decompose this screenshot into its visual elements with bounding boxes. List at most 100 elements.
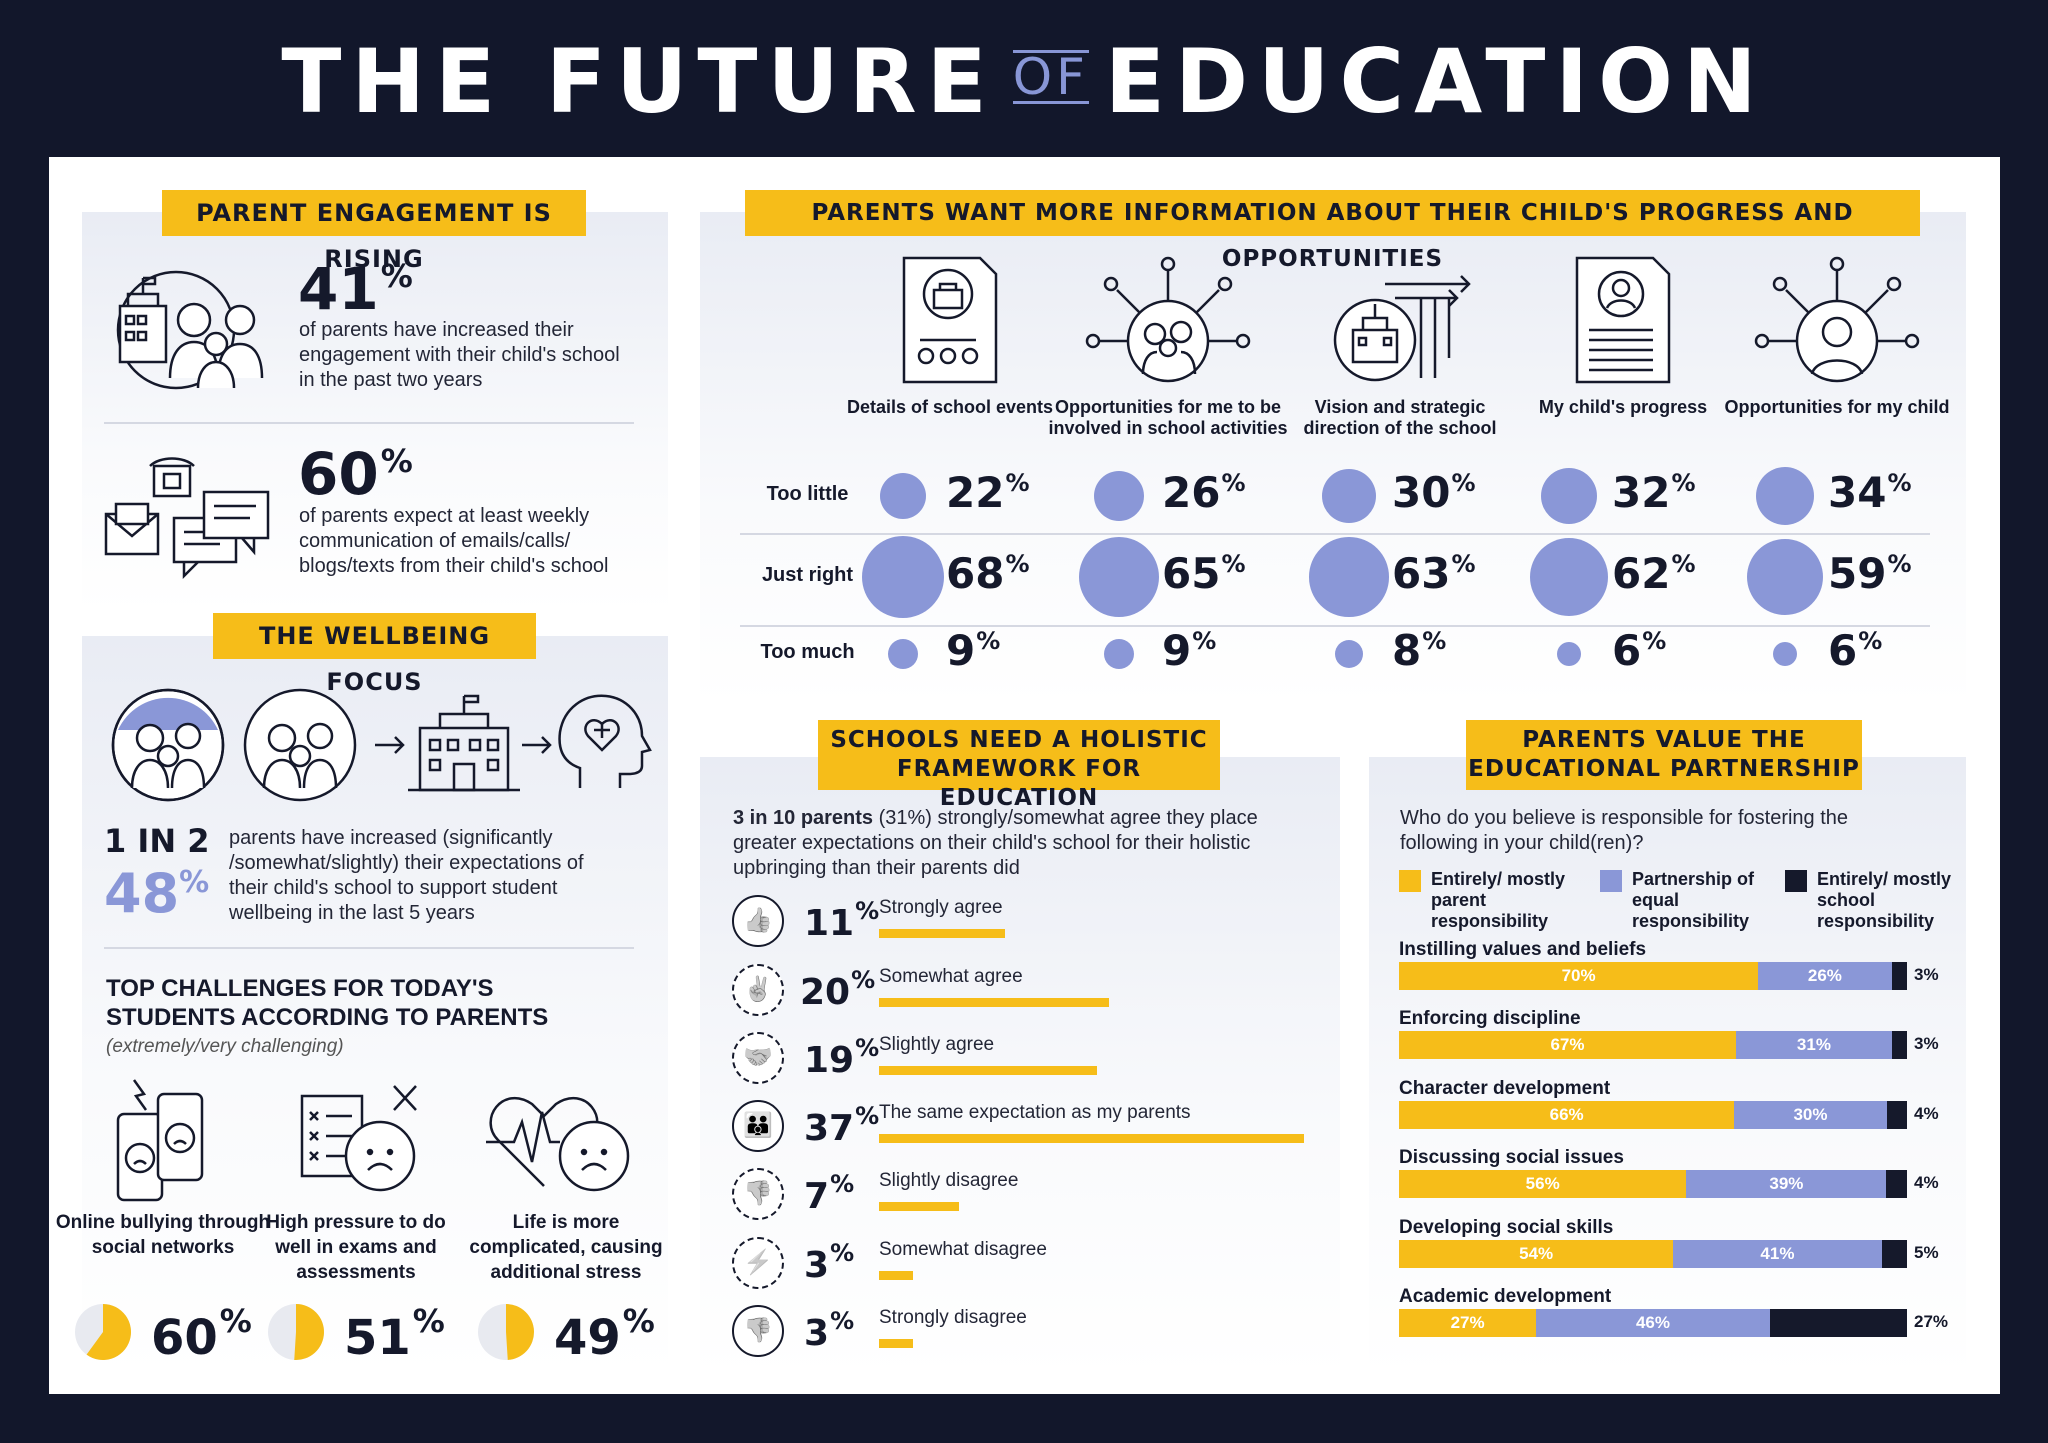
thumbs-down-icon: 👎 bbox=[732, 1305, 784, 1357]
information-value: 22% bbox=[946, 468, 1030, 517]
partnership-school-value: 3% bbox=[1914, 965, 1939, 984]
challenge-value: 49% bbox=[554, 1302, 655, 1366]
information-divider bbox=[740, 625, 1930, 627]
partnership-legend-label: Partnership of equal responsibility bbox=[1632, 869, 1755, 931]
thumbs-up-icon: 👍 bbox=[732, 895, 784, 947]
partnership-category-label: Character development bbox=[1399, 1078, 1611, 1099]
partnership-bar-segment bbox=[1886, 1101, 1907, 1129]
challenge-value: 60% bbox=[151, 1302, 252, 1366]
information-value: 6% bbox=[1612, 626, 1667, 675]
communication-icon bbox=[104, 456, 274, 581]
parent-involvement-icon bbox=[1083, 256, 1253, 386]
partnership-legend-label: Entirely/ mostly school responsibility bbox=[1817, 869, 1952, 931]
information-value: 8% bbox=[1392, 626, 1447, 675]
holistic-value: 7% bbox=[804, 1170, 855, 1217]
information-value: 62% bbox=[1612, 549, 1696, 598]
handshake-icon: 🤝 bbox=[732, 1032, 784, 1084]
child-opportunities-icon bbox=[1752, 256, 1922, 386]
holistic-value: 19% bbox=[804, 1034, 880, 1081]
title-of: OF bbox=[1012, 48, 1089, 106]
holistic-category-label: Slightly agree bbox=[879, 1034, 995, 1055]
information-bubble bbox=[1772, 641, 1798, 667]
holistic-value: 37% bbox=[804, 1102, 880, 1149]
holistic-value: 3% bbox=[804, 1307, 855, 1354]
partnership-bar-segment: 41% bbox=[1673, 1240, 1882, 1268]
holistic-bar bbox=[879, 1202, 960, 1211]
school-direction-icon bbox=[1315, 256, 1485, 386]
information-bubble bbox=[888, 639, 918, 669]
title-part1: THE FUTURE bbox=[281, 30, 997, 133]
partnership-question: Who do you believe is responsible for fo… bbox=[1400, 807, 1849, 854]
stress-heart-icon bbox=[484, 1082, 634, 1202]
partnership-school-value: 4% bbox=[1914, 1173, 1939, 1192]
partnership-heading: PARENTS VALUE THE EDUCATIONAL PARTNERSHI… bbox=[1466, 720, 1862, 790]
partnership-school-value: 27% bbox=[1914, 1312, 1949, 1331]
wellbeing-heading: THE WELLBEING FOCUS bbox=[213, 613, 536, 696]
holistic-value: 3% bbox=[804, 1239, 855, 1286]
partnership-bar-segment: 39% bbox=[1686, 1170, 1887, 1198]
partnership-bar-segment bbox=[1769, 1309, 1907, 1337]
holistic-category-label: Strongly agree bbox=[879, 897, 1003, 918]
information-bubble bbox=[1321, 468, 1377, 524]
information-bubble bbox=[1746, 538, 1824, 616]
information-value: 30% bbox=[1392, 468, 1476, 517]
information-row-label: Too little bbox=[766, 483, 849, 505]
holistic-bar bbox=[879, 1271, 914, 1280]
partnership-bar-segment: 67% bbox=[1399, 1031, 1736, 1059]
partnership-school-value: 5% bbox=[1914, 1243, 1939, 1262]
holistic-bar bbox=[879, 1066, 1098, 1075]
partnership-bar-segment bbox=[1886, 1170, 1907, 1198]
broken-handshake-icon: ⚡ bbox=[732, 1237, 784, 1289]
partnership-heading-line2: EDUCATIONAL PARTNERSHIP bbox=[1468, 756, 1860, 782]
bullying-phones-icon bbox=[110, 1078, 220, 1208]
challenges-heading: TOP CHALLENGES FOR TODAY'S STUDENTS ACCO… bbox=[106, 975, 549, 1031]
wellbeing-flow-icon bbox=[110, 688, 652, 808]
information-row-label: Too much bbox=[760, 641, 855, 663]
information-bubble bbox=[1755, 466, 1815, 526]
information-bubble bbox=[1556, 641, 1582, 667]
partnership-legend-label: Entirely/ mostly parent responsibility bbox=[1431, 869, 1566, 931]
wellbeing-value: 48% bbox=[104, 862, 210, 925]
engagement-stat2-text: of parents expect at least weekly commun… bbox=[299, 505, 609, 577]
title-part2: EDUCATION bbox=[1104, 30, 1767, 133]
holistic-bar bbox=[879, 998, 1109, 1007]
partnership-bar-segment: 31% bbox=[1735, 1031, 1892, 1059]
school-family-icon bbox=[104, 268, 274, 403]
engagement-divider bbox=[104, 422, 634, 424]
half-thumbs-up-icon: ✌ bbox=[732, 964, 784, 1016]
partnership-bar-segment: 56% bbox=[1399, 1170, 1687, 1198]
information-bubble bbox=[861, 535, 945, 619]
information-bubble bbox=[879, 472, 927, 520]
partnership-bar-segment bbox=[1891, 962, 1907, 990]
partnership-bar-segment: 27% bbox=[1399, 1309, 1537, 1337]
information-divider bbox=[740, 533, 1930, 535]
wellbeing-ratio: 1 IN 2 bbox=[104, 822, 210, 860]
information-column-label: Details of school events bbox=[846, 397, 1054, 417]
holistic-bar bbox=[879, 1339, 914, 1348]
information-value: 68% bbox=[946, 549, 1030, 598]
information-column-label: My child's progress bbox=[1538, 397, 1708, 417]
information-value: 34% bbox=[1828, 468, 1912, 517]
information-bubble bbox=[1529, 537, 1609, 617]
partnership-school-value: 4% bbox=[1914, 1104, 1939, 1123]
partnership-category-label: Enforcing discipline bbox=[1399, 1008, 1581, 1029]
page-title: THE FUTURE OF EDUCATION bbox=[0, 30, 2048, 133]
wellbeing-divider bbox=[104, 947, 634, 949]
challenge-label: Online bullying through social networks bbox=[55, 1212, 271, 1258]
partnership-bar-segment: 70% bbox=[1399, 962, 1759, 990]
family-icon: 👪 bbox=[732, 1100, 784, 1152]
information-column-label: Vision and strategic direction of the sc… bbox=[1303, 397, 1497, 438]
holistic-value: 20% bbox=[800, 966, 876, 1013]
information-value: 6% bbox=[1828, 626, 1883, 675]
holistic-heading-line1: SCHOOLS NEED A HOLISTIC bbox=[830, 727, 1208, 753]
partnership-bar-segment bbox=[1891, 1031, 1907, 1059]
progress-report-icon bbox=[1538, 256, 1708, 386]
information-value: 26% bbox=[1162, 468, 1246, 517]
engagement-stat2-value: 60% bbox=[298, 440, 413, 508]
information-bubble bbox=[1078, 536, 1160, 618]
holistic-category-label: Strongly disagree bbox=[879, 1307, 1027, 1328]
partnership-category-label: Developing social skills bbox=[1399, 1217, 1614, 1238]
information-value: 63% bbox=[1392, 549, 1476, 598]
challenge-value: 51% bbox=[344, 1302, 445, 1366]
partnership-bar-segment: 46% bbox=[1536, 1309, 1770, 1337]
